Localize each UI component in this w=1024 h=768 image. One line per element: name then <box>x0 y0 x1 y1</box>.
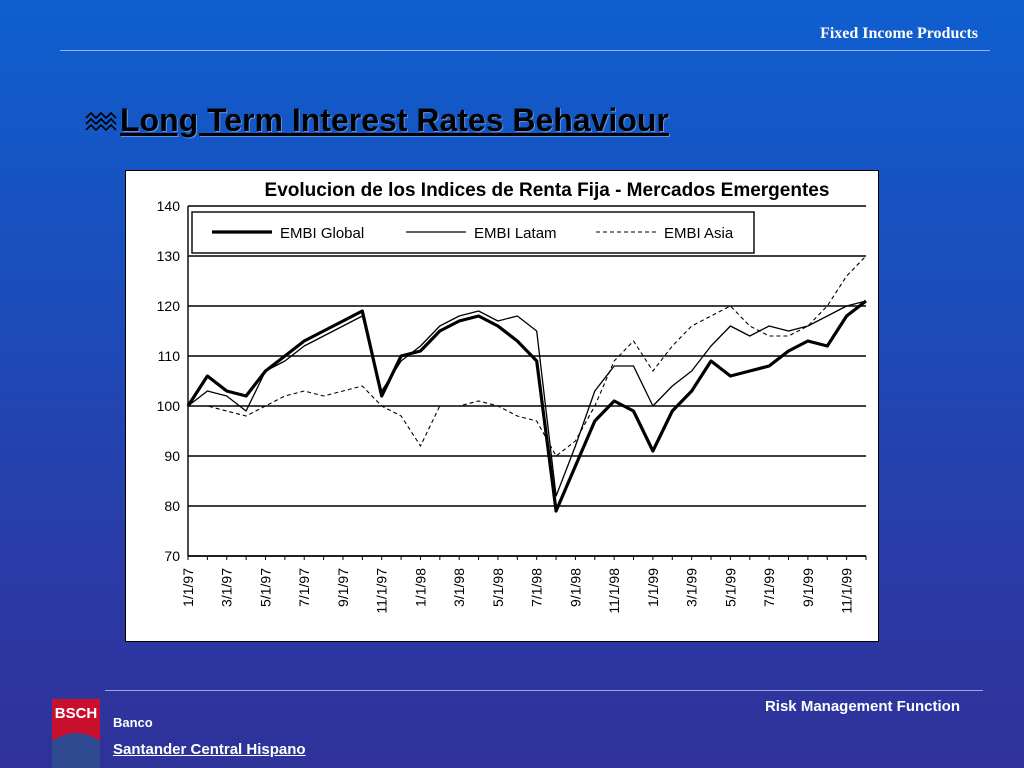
wave-bullet-icon <box>85 111 117 131</box>
x-tick-label: 3/1/98 <box>451 568 467 607</box>
y-tick-label: 80 <box>164 498 180 514</box>
slide-title: Long Term Interest Rates Behaviour <box>84 102 669 139</box>
x-tick-label: 11/1/99 <box>839 568 855 614</box>
x-tick-label: 7/1/97 <box>296 568 312 607</box>
y-tick-label: 120 <box>157 298 181 314</box>
x-tick-label: 5/1/98 <box>490 568 506 607</box>
legend-label: EMBI Asia <box>664 225 734 242</box>
x-tick-label: 3/1/99 <box>684 568 700 607</box>
y-tick-label: 140 <box>157 198 181 214</box>
y-tick-label: 100 <box>157 398 181 414</box>
footer-divider <box>105 690 983 691</box>
legend-label: EMBI Global <box>280 225 364 242</box>
bank-name-line2[interactable]: Santander Central Hispano <box>113 741 306 758</box>
x-tick-label: 11/1/98 <box>606 568 622 614</box>
logo-wave-icon <box>52 733 100 768</box>
chart-legend <box>191 211 755 254</box>
legend-label: EMBI Latam <box>474 225 557 242</box>
x-tick-label: 11/1/97 <box>374 568 390 614</box>
bank-name-line1: Banco <box>113 715 153 730</box>
chart-panel: Evolucion de los Indices de Renta Fija -… <box>125 170 879 642</box>
series-line-embi-latam <box>187 300 867 497</box>
slide-title-text: Long Term Interest Rates Behaviour <box>120 102 669 138</box>
x-tick-label: 1/1/97 <box>180 568 196 607</box>
line-chart: Evolucion de los Indices de Renta Fija -… <box>157 180 867 614</box>
series-line-embi-asia <box>188 255 867 457</box>
x-tick-label: 3/1/97 <box>219 568 235 607</box>
y-tick-label: 130 <box>157 248 181 264</box>
y-tick-label: 110 <box>158 348 181 364</box>
x-tick-label: 1/1/99 <box>645 568 661 607</box>
x-tick-label: 1/1/98 <box>412 568 428 607</box>
footer-department: Risk Management Function <box>764 698 960 715</box>
x-tick-label: 9/1/99 <box>800 568 816 607</box>
bank-logo: BSCH <box>52 699 100 768</box>
x-tick-label: 5/1/97 <box>257 568 273 607</box>
x-tick-label: 7/1/98 <box>529 568 545 607</box>
header-divider <box>60 50 990 51</box>
x-tick-label: 5/1/99 <box>722 568 738 607</box>
x-tick-label: 9/1/97 <box>335 568 351 607</box>
chart-title: Evolucion de los Indices de Renta Fija -… <box>265 180 830 201</box>
header-title: Fixed Income Products <box>820 25 978 42</box>
x-tick-label: 9/1/98 <box>567 568 583 607</box>
y-tick-label: 90 <box>164 448 180 464</box>
y-tick-label: 70 <box>164 548 180 564</box>
logo-text: BSCH <box>54 705 98 722</box>
x-tick-label: 7/1/99 <box>761 568 777 607</box>
series-line-embi-global <box>186 299 867 513</box>
